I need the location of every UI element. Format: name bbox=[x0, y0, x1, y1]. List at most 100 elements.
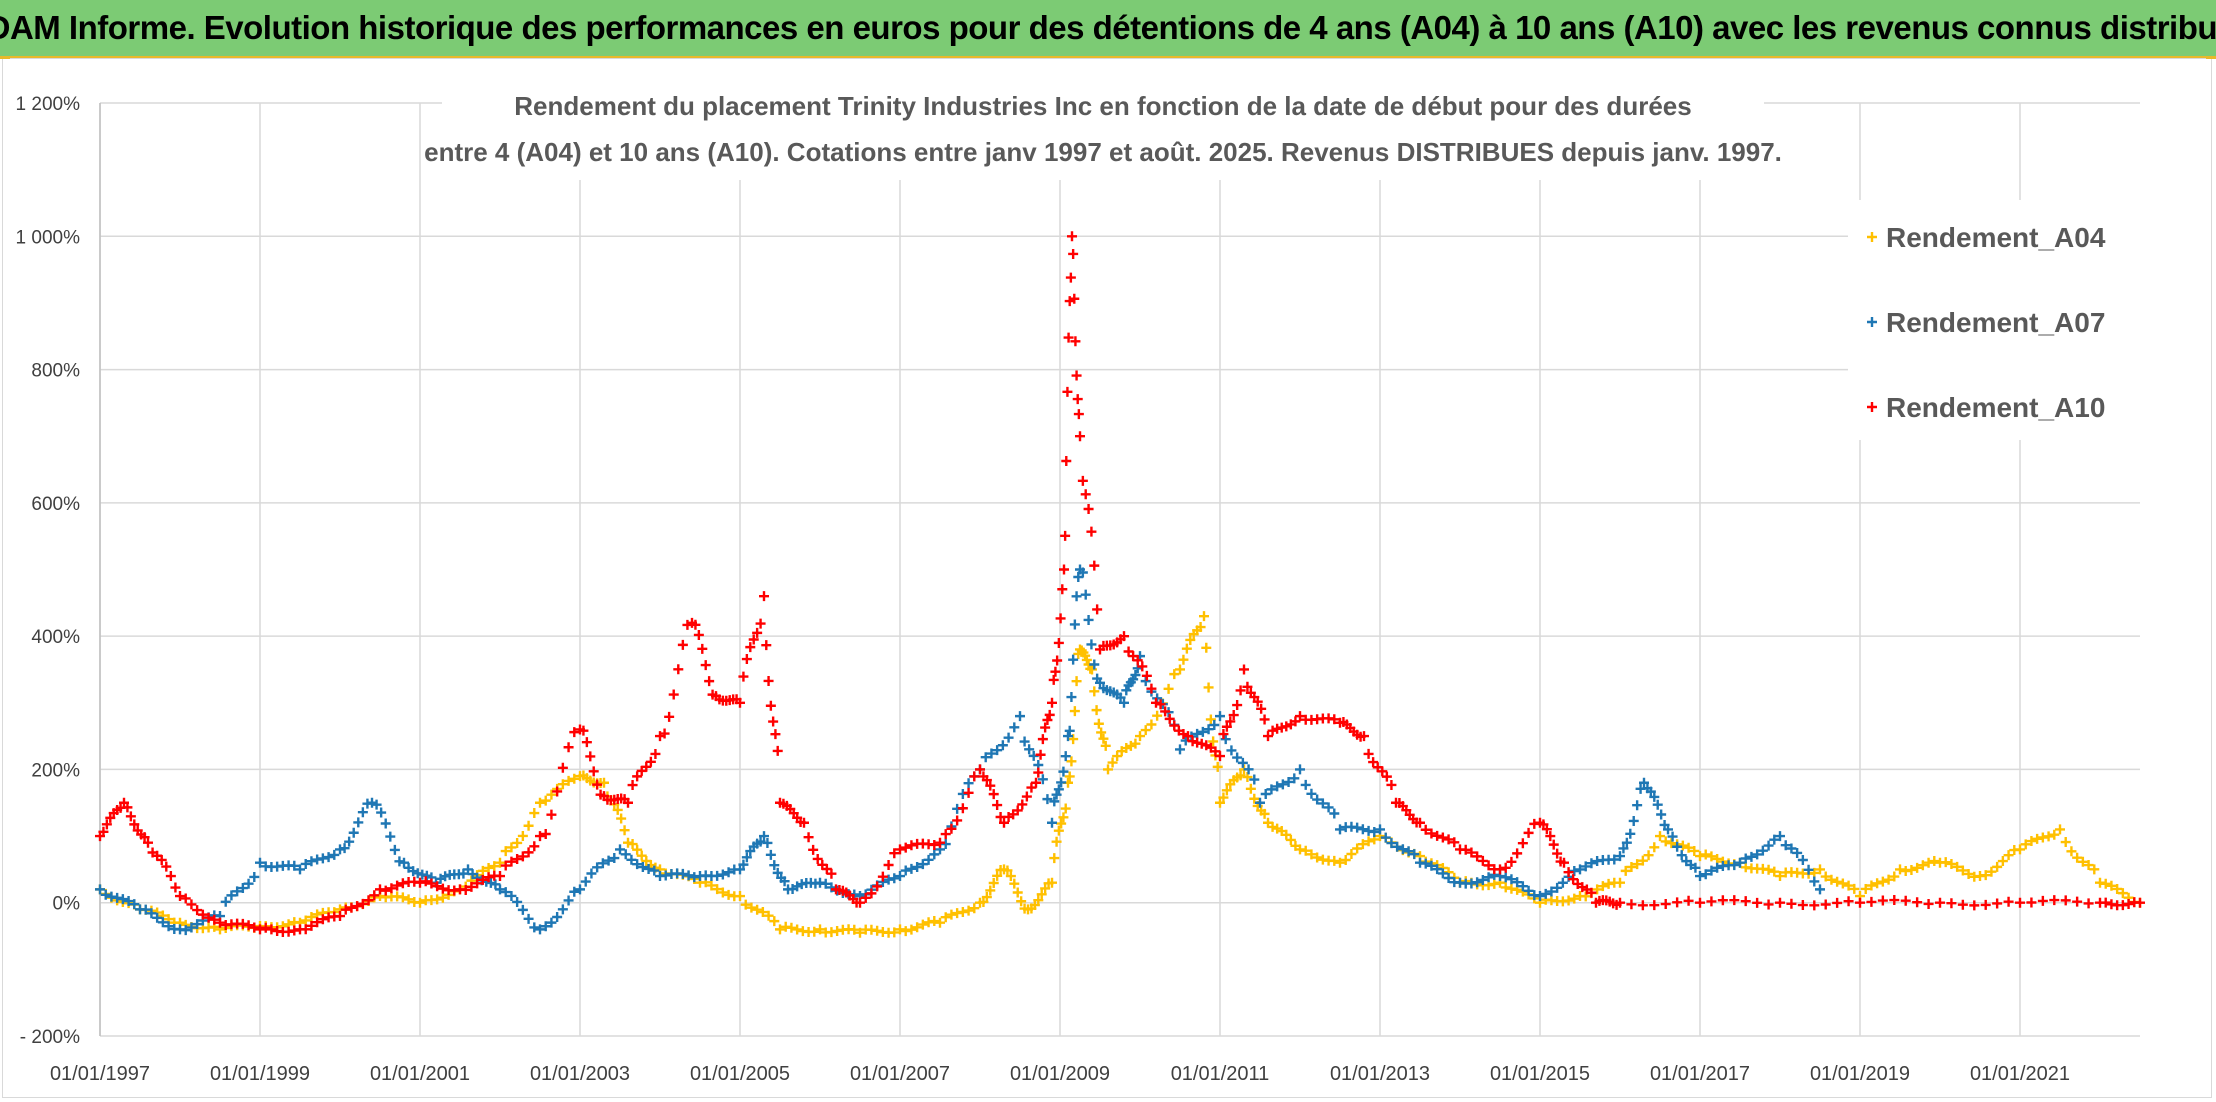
data-point bbox=[506, 856, 517, 867]
data-point bbox=[563, 895, 574, 906]
data-point bbox=[779, 876, 790, 887]
data-point bbox=[1466, 847, 1477, 858]
data-point bbox=[1290, 840, 1301, 851]
data-point bbox=[1263, 731, 1273, 742]
data-point bbox=[1529, 890, 1540, 901]
data-point bbox=[2032, 833, 2043, 844]
data-point bbox=[129, 819, 140, 830]
y-tick-label: 400% bbox=[31, 627, 80, 648]
data-point bbox=[664, 711, 675, 722]
data-point bbox=[1792, 847, 1803, 858]
data-point bbox=[1626, 899, 1637, 910]
data-point bbox=[1175, 744, 1185, 755]
data-point bbox=[397, 878, 408, 889]
data-point bbox=[243, 878, 254, 889]
data-point bbox=[1059, 564, 1069, 575]
data-point bbox=[1500, 862, 1511, 873]
data-point bbox=[997, 740, 1008, 751]
x-tick-label: 01/01/2007 bbox=[850, 1063, 950, 1085]
data-point bbox=[585, 751, 596, 762]
data-point bbox=[912, 922, 923, 933]
data-point bbox=[999, 817, 1009, 828]
data-point bbox=[1786, 843, 1797, 854]
data-point bbox=[1169, 720, 1180, 731]
data-point bbox=[1489, 878, 1500, 889]
data-point bbox=[745, 642, 756, 653]
data-point bbox=[1769, 834, 1780, 845]
data-point bbox=[1077, 567, 1088, 578]
data-point bbox=[755, 836, 766, 847]
y-tick-label: 1 200% bbox=[16, 94, 81, 115]
data-point bbox=[690, 619, 701, 630]
data-point bbox=[1900, 895, 1911, 906]
data-point bbox=[626, 854, 637, 865]
data-point bbox=[1957, 865, 1968, 876]
data-point bbox=[1377, 766, 1388, 777]
data-point bbox=[255, 857, 265, 868]
data-point bbox=[650, 748, 661, 759]
data-point bbox=[1225, 716, 1236, 727]
data-point bbox=[237, 918, 248, 929]
data-point bbox=[1057, 584, 1068, 595]
data-point bbox=[386, 883, 397, 894]
data-point bbox=[1649, 900, 1660, 911]
data-point bbox=[1672, 841, 1683, 852]
data-point bbox=[1660, 836, 1671, 847]
data-point bbox=[1329, 714, 1340, 725]
data-point bbox=[952, 815, 963, 826]
data-point bbox=[940, 912, 951, 923]
data-point bbox=[1912, 897, 1923, 908]
data-point bbox=[668, 689, 679, 700]
data-point bbox=[1115, 634, 1126, 645]
data-point bbox=[1209, 720, 1220, 731]
data-point bbox=[389, 844, 400, 855]
data-point bbox=[963, 778, 974, 789]
data-point bbox=[1044, 709, 1055, 720]
data-point bbox=[1060, 751, 1071, 762]
data-point bbox=[808, 844, 819, 855]
data-point bbox=[232, 886, 243, 897]
data-point bbox=[1563, 867, 1574, 878]
data-point bbox=[512, 896, 523, 907]
data-point bbox=[1820, 871, 1831, 882]
data-point bbox=[1068, 734, 1079, 745]
data-point bbox=[1009, 878, 1020, 889]
data-point bbox=[1632, 859, 1643, 870]
data-point bbox=[1397, 844, 1408, 855]
report-banner: ADAM Informe. Evolution historique des p… bbox=[0, 0, 2216, 58]
x-tick-label: 01/01/2003 bbox=[530, 1063, 630, 1085]
data-point bbox=[1017, 799, 1028, 810]
data-point bbox=[757, 907, 768, 918]
data-point bbox=[1037, 734, 1048, 745]
chart-title-box: Rendement du placement Trinity Industrie… bbox=[424, 80, 1782, 180]
data-point bbox=[1355, 731, 1366, 742]
data-point bbox=[1712, 862, 1723, 873]
data-point bbox=[969, 771, 980, 782]
data-point bbox=[357, 898, 368, 909]
data-point bbox=[495, 857, 505, 868]
data-point bbox=[139, 832, 150, 843]
data-point bbox=[1212, 761, 1223, 772]
data-point bbox=[1872, 878, 1883, 889]
data-point bbox=[592, 862, 603, 873]
data-point bbox=[731, 694, 742, 705]
data-point bbox=[1175, 664, 1185, 675]
data-point bbox=[1323, 802, 1334, 813]
data-point bbox=[1272, 723, 1283, 734]
data-point bbox=[1625, 828, 1636, 839]
data-point bbox=[1267, 821, 1278, 832]
data-point bbox=[1386, 838, 1397, 849]
data-point bbox=[98, 826, 109, 837]
data-point bbox=[612, 804, 623, 815]
data-point bbox=[673, 664, 684, 675]
data-point bbox=[1512, 877, 1523, 888]
data-point bbox=[1062, 386, 1073, 397]
data-point bbox=[215, 917, 225, 928]
data-point bbox=[1363, 836, 1374, 847]
data-point bbox=[1676, 850, 1687, 861]
data-point bbox=[1096, 727, 1107, 738]
data-point bbox=[346, 902, 357, 913]
data-point bbox=[2077, 856, 2088, 867]
data-point bbox=[1935, 897, 1945, 908]
data-point bbox=[1232, 752, 1243, 763]
